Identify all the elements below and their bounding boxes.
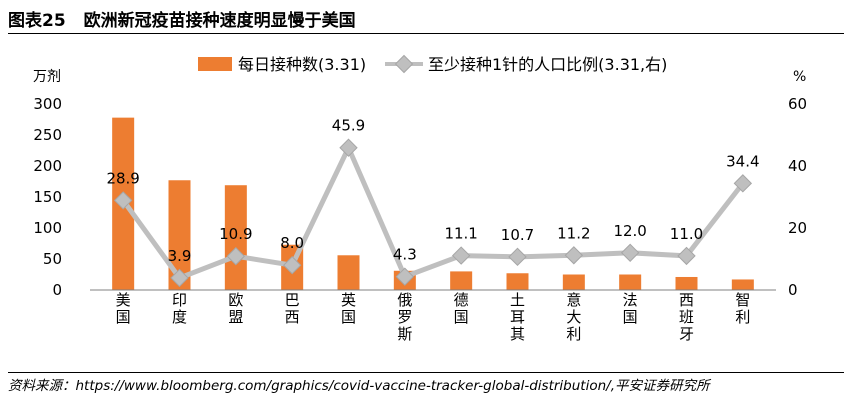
line-data-label: 10.7 xyxy=(501,226,534,244)
line-marker-5 xyxy=(339,138,358,157)
bar-11 xyxy=(675,276,698,290)
bar-5 xyxy=(337,255,360,290)
line-data-label: 45.9 xyxy=(332,117,365,135)
x-tick-label: 意大利 xyxy=(566,291,581,343)
line-data-label: 10.9 xyxy=(219,225,252,243)
legend-label-line: 至少接种1针的人口比例(3.31,右) xyxy=(428,55,667,74)
line-data-label: 28.9 xyxy=(106,169,139,187)
y-left-tick-label: 300 xyxy=(33,95,62,113)
line-marker-1 xyxy=(113,191,133,210)
line-data-label: 12.0 xyxy=(613,222,646,240)
x-tick-label: 智利 xyxy=(735,291,750,326)
vaccination-chart: 每日接种数(3.31) 至少接种1针的人口比例(3.31,右) 万剂 % 0 50 100 1… xyxy=(33,54,807,343)
line-data-label: 8.0 xyxy=(280,234,304,252)
line-data-label: 4.3 xyxy=(393,246,417,264)
bar-3 xyxy=(224,185,247,290)
legend-swatch-bar xyxy=(198,57,232,71)
x-tick-label: 德国 xyxy=(454,291,469,326)
y-right-tick-label: 60 xyxy=(788,95,807,113)
source-note: 资料来源：https://www.bloomberg.com/graphics/… xyxy=(8,378,710,394)
figure-header: 图表25 欧洲新冠疫苗接种速度明显慢于美国 xyxy=(8,6,844,31)
figure-title: 欧洲新冠疫苗接种速度明显慢于美国 xyxy=(83,10,356,31)
y-right-tick-label: 0 xyxy=(788,281,798,299)
figure-label: 图表25 xyxy=(8,10,66,31)
x-tick-label: 俄罗斯 xyxy=(397,291,412,343)
line-data-label: 34.4 xyxy=(726,152,759,170)
bar-9 xyxy=(562,274,585,290)
line-data-label: 3.9 xyxy=(168,247,192,265)
bar-2 xyxy=(168,180,191,290)
x-tick-label: 欧盟 xyxy=(228,291,243,326)
line-marker-6 xyxy=(395,267,415,286)
line-data-label: 11.2 xyxy=(557,224,590,242)
bar-8 xyxy=(506,273,529,290)
line-marker-9 xyxy=(564,246,584,265)
y-left-tick-label: 150 xyxy=(33,188,62,206)
header-rule xyxy=(8,33,844,34)
x-tick-label: 美国 xyxy=(116,291,131,326)
x-tick-label: 巴西 xyxy=(285,291,300,326)
line-marker-10 xyxy=(620,243,640,262)
y-left-unit: 万剂 xyxy=(33,69,61,85)
bar-10 xyxy=(619,274,642,290)
bar-7 xyxy=(450,271,473,290)
line-marker-3 xyxy=(226,247,246,266)
y-right-tick-label: 40 xyxy=(788,157,807,175)
x-tick-label: 西班牙 xyxy=(679,291,694,343)
footer-rule xyxy=(8,372,844,373)
line-marker-2 xyxy=(170,268,189,288)
y-right-tick-label: 20 xyxy=(788,219,807,237)
y-left-tick-label: 250 xyxy=(33,126,62,144)
x-tick-label: 英国 xyxy=(341,291,356,326)
x-tick-label: 法国 xyxy=(623,291,638,326)
y-left-tick-label: 200 xyxy=(33,157,62,175)
line-marker-4 xyxy=(282,256,302,275)
y-right-unit: % xyxy=(793,69,806,85)
y-left-tick-label: 100 xyxy=(33,219,62,237)
line-series xyxy=(121,145,745,281)
legend-marker-line xyxy=(394,54,414,74)
y-left-tick-label: 0 xyxy=(52,281,62,299)
line-data-label: 11.1 xyxy=(444,225,477,243)
x-tick-label: 土耳其 xyxy=(510,291,525,343)
line-marker-8 xyxy=(508,247,527,267)
line-marker-12 xyxy=(733,174,753,193)
y-left-tick-label: 50 xyxy=(43,250,62,268)
line-marker-7 xyxy=(451,246,471,265)
line-marker-11 xyxy=(677,246,696,266)
line-data-label: 11.0 xyxy=(670,225,703,243)
x-tick-label: 印度 xyxy=(172,291,187,326)
legend-label-bar: 每日接种数(3.31) xyxy=(238,55,366,74)
bar-12 xyxy=(731,279,754,290)
